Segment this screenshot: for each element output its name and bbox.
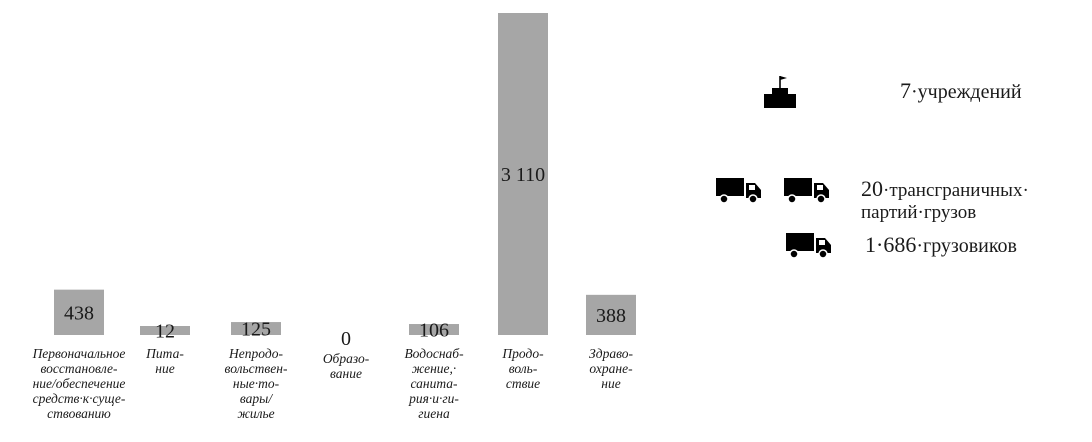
data-label: 388 bbox=[596, 305, 626, 327]
data-label: 3 110 bbox=[501, 164, 545, 186]
legend-count: 7 bbox=[900, 77, 911, 103]
truck-icon bbox=[783, 175, 831, 205]
data-label: 0 bbox=[341, 328, 351, 350]
legend-item-shipments: 20·трансграничных· партий·грузов bbox=[715, 156, 1029, 224]
data-label: 106 bbox=[419, 320, 449, 342]
category-label: Здраво- охране- ние bbox=[588, 346, 634, 391]
bar-chart: 438 12 125 0 106 3 110 388 bbox=[54, 13, 636, 350]
data-label: 125 bbox=[241, 319, 271, 341]
bar bbox=[140, 326, 190, 335]
bar bbox=[409, 324, 459, 335]
category-label: Водоснаб- жение,· санита- рия·и·ги- гиен… bbox=[404, 346, 464, 421]
legend-count: 1·686 bbox=[865, 231, 917, 257]
category-label: Непродо- вольствен- ные·то- вары/ жилье bbox=[224, 346, 288, 421]
truck-icon bbox=[785, 230, 833, 260]
data-label: 438 bbox=[64, 302, 94, 324]
bar bbox=[498, 13, 548, 335]
legend-item-institutions: 7·учреждений bbox=[760, 72, 1022, 110]
legend-text: ·трансграничных· партий·грузов bbox=[861, 180, 1029, 223]
truck-icon bbox=[715, 175, 763, 205]
legend-text: ·учреждений bbox=[911, 80, 1022, 103]
category-label: Пита- ние bbox=[146, 346, 184, 376]
data-label: 12 bbox=[155, 321, 175, 343]
category-label: Первоначальное восстановле- ние/обеспече… bbox=[32, 346, 126, 421]
category-label: Продо- воль- ствие bbox=[502, 346, 544, 391]
legend-item-trucks: 1·686·грузовиков bbox=[785, 230, 1017, 260]
legend-count: 20 bbox=[861, 176, 883, 201]
bar bbox=[231, 322, 281, 335]
school-building-icon bbox=[760, 72, 800, 110]
bar bbox=[586, 294, 636, 335]
bar bbox=[54, 289, 104, 335]
legend-text: ·грузовиков bbox=[916, 234, 1018, 257]
category-label: Образо- вание bbox=[322, 351, 370, 381]
